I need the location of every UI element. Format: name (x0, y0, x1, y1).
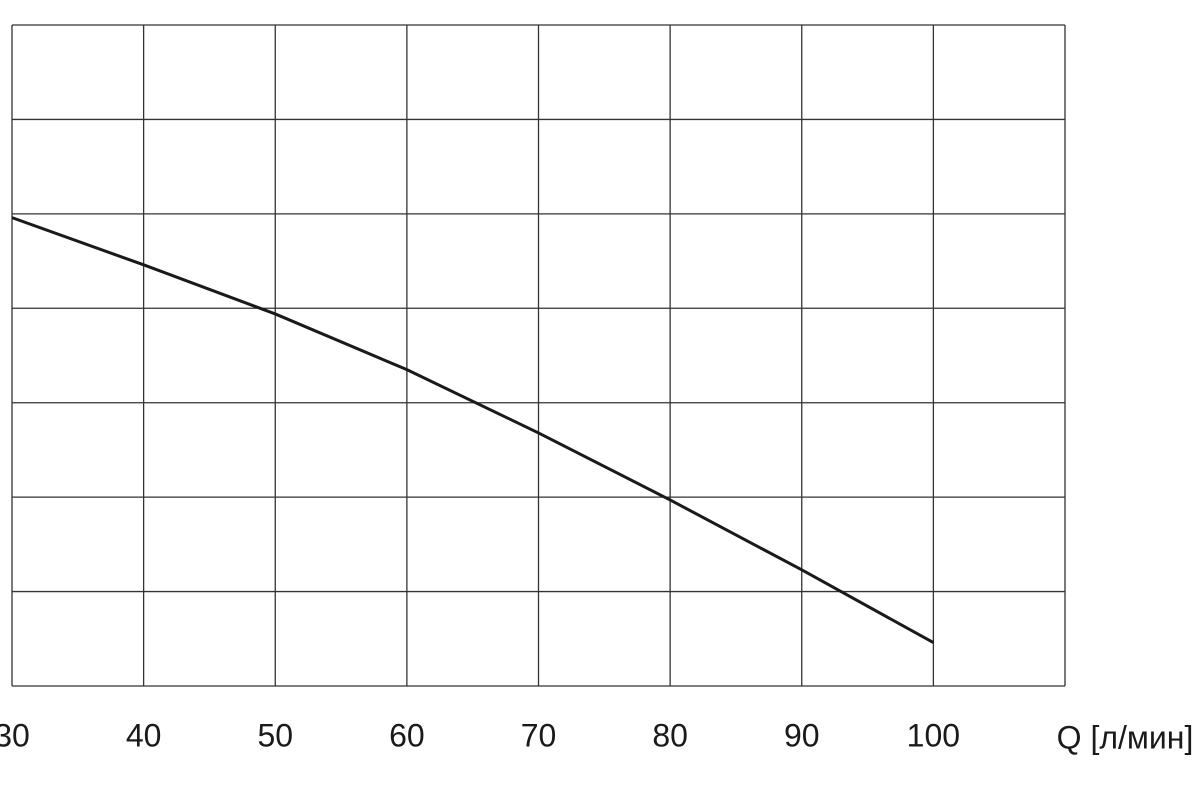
x-tick-label: 40 (126, 717, 162, 753)
x-tick-label: 50 (257, 717, 293, 753)
x-tick-label: 30 (0, 717, 30, 753)
x-tick-label: 80 (652, 717, 688, 753)
curve (11, 216, 935, 644)
x-tick-label: 100 (907, 717, 960, 753)
x-tick-label: 70 (521, 717, 557, 753)
x-tick-label: 60 (389, 717, 425, 753)
x-tick-label: 90 (784, 717, 820, 753)
x-axis-label: Q [л/мин] (1057, 719, 1194, 755)
